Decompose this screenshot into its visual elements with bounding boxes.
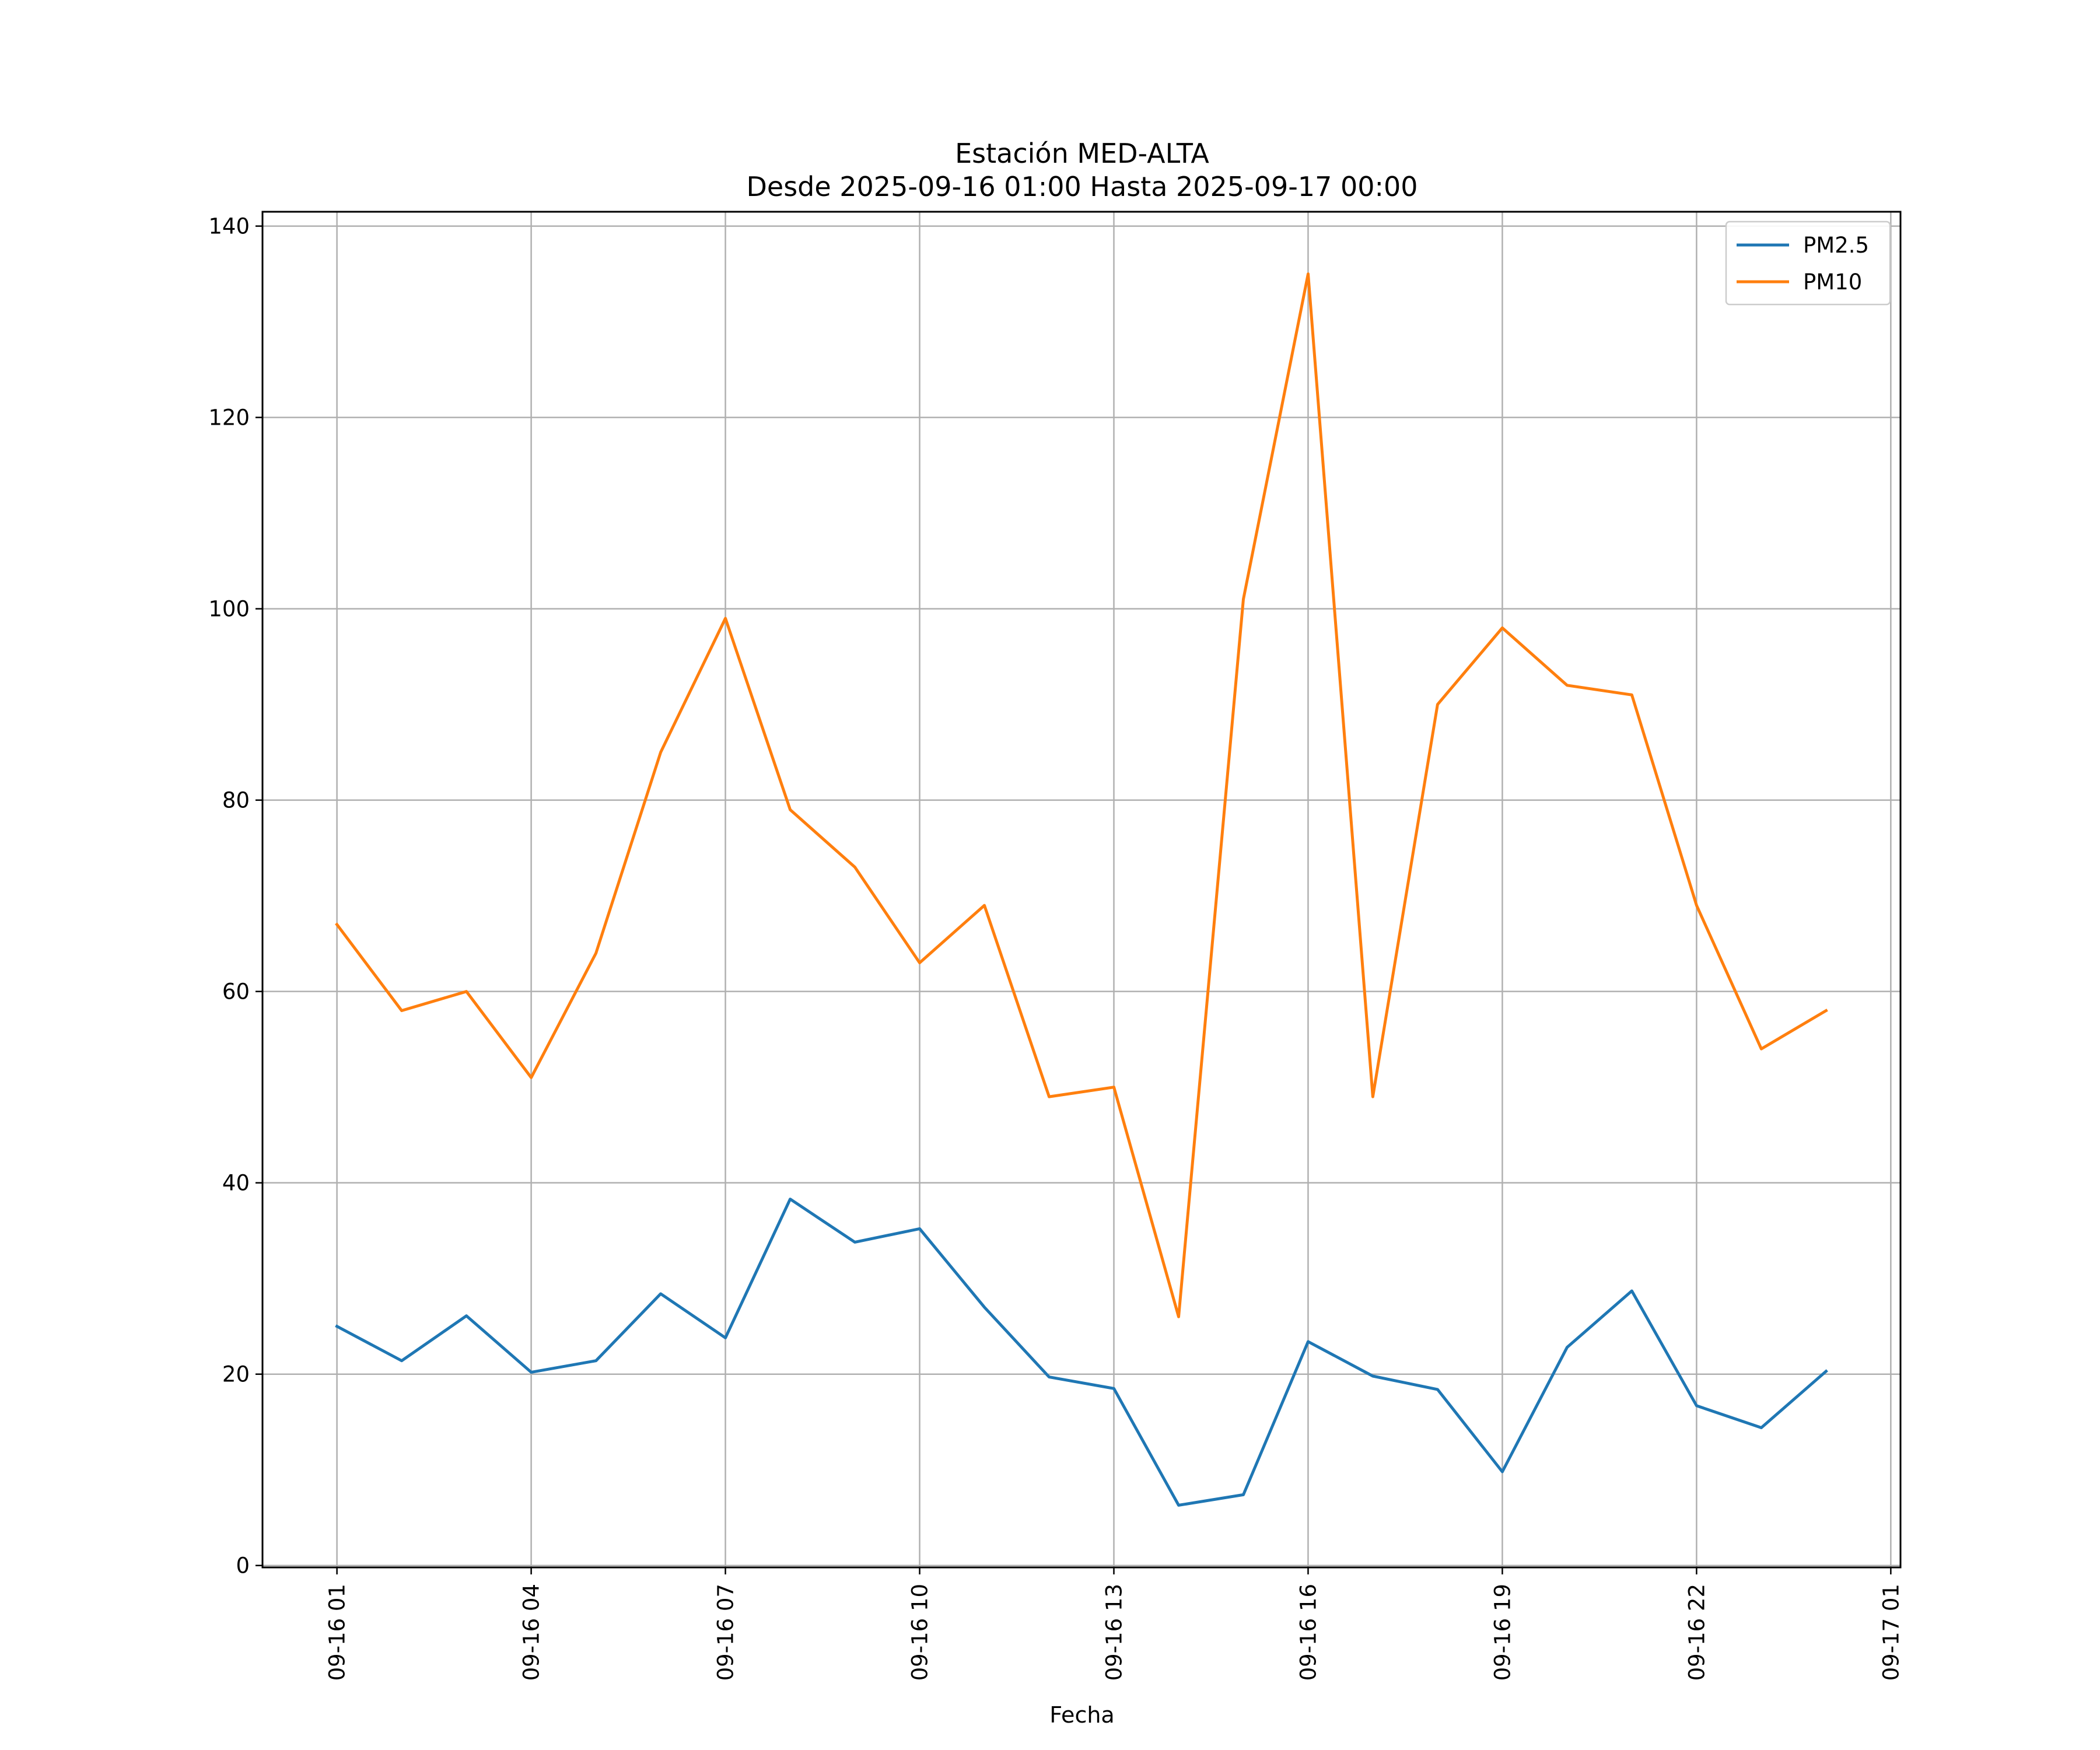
y-tick-label: 40 [222, 1171, 250, 1196]
x-tick-label: 09-16 10 [908, 1584, 933, 1681]
y-tick-label: 20 [222, 1362, 250, 1387]
x-tick-label: 09-16 13 [1101, 1584, 1126, 1681]
series-line-pm2-5 [335, 1198, 1828, 1507]
y-tick-label: 100 [208, 597, 250, 622]
series-line-pm10 [335, 272, 1828, 1318]
y-tick-label: 0 [236, 1553, 250, 1578]
plot-frame [261, 211, 1902, 1569]
ticks: 09-16 01 09-16 04 09-16 07 09-16 10 09-16 13… [208, 214, 1903, 1681]
x-tick-label: 09-16 16 [1296, 1584, 1321, 1681]
x-tick-label: 09-16 01 [325, 1584, 350, 1681]
legend-box [1725, 220, 1891, 306]
y-tick-label: 120 [208, 405, 250, 430]
y-tick-label: 80 [222, 788, 250, 813]
legend-label: PM10 [1803, 270, 1862, 295]
series-lines [335, 272, 1828, 1507]
grid [262, 212, 1901, 1567]
x-tick-label: 09-17 01 [1878, 1584, 1903, 1681]
legend: PM2.5 PM10 [1725, 220, 1891, 306]
chart-title: Estación MED-ALTA [955, 138, 1209, 169]
x-axis-label: Fecha [1049, 1702, 1114, 1728]
x-tick-label: 09-16 07 [713, 1584, 738, 1681]
legend-label: PM2.5 [1803, 233, 1869, 258]
x-tick-label: 09-16 04 [519, 1584, 544, 1681]
x-tick-label: 09-16 22 [1684, 1584, 1709, 1681]
x-tick-label: 09-16 19 [1490, 1584, 1515, 1681]
y-tick-label: 60 [222, 979, 250, 1005]
chart-subtitle: Desde 2025-09-16 01:00 Hasta 2025-09-17 … [746, 171, 1418, 202]
y-tick-label: 140 [208, 214, 250, 239]
